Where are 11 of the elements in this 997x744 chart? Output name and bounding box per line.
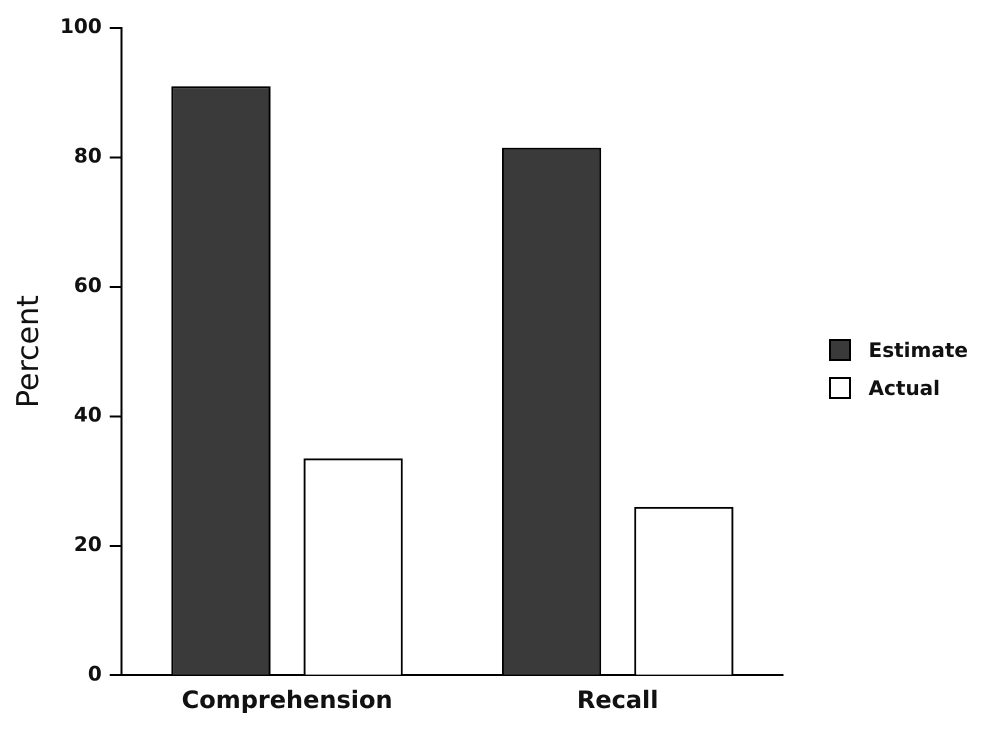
- text: Actual: [868, 376, 940, 400]
- y-tick-label: 20: [74, 532, 102, 556]
- y-axis-title: Percent: [10, 294, 46, 408]
- x-tick-label: Comprehension: [182, 686, 393, 714]
- y-tick-label: 0: [88, 661, 102, 686]
- y-tick-label: 40: [74, 402, 102, 427]
- y-tick-label: 80: [74, 144, 102, 168]
- legend-label: Estimate: [868, 338, 968, 362]
- y-tick-label: 60: [74, 273, 102, 298]
- y-tick-label: 100: [60, 14, 102, 38]
- x-tick-label: Recall: [576, 686, 659, 714]
